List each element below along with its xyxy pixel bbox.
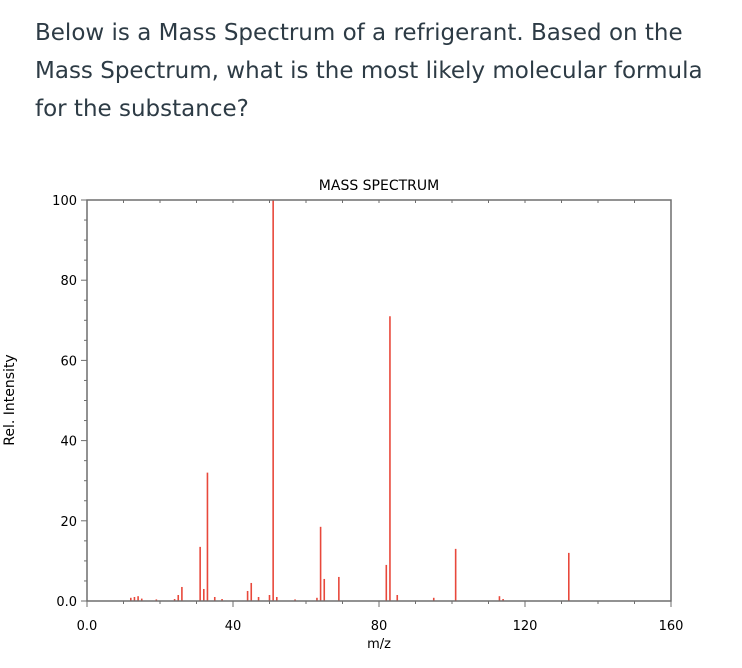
x-tick-label: 80 (371, 619, 388, 634)
chart-svg: 0.0 20 40 60 80 100 0.0 40 80 120 160 MASS SPECTRU… (2, 178, 683, 652)
y-axis-label: Rel. Intensity (2, 354, 18, 445)
x-tick-label: 160 (659, 619, 684, 634)
x-tick-label: 40 (225, 619, 242, 634)
mass-spectrum-chart: 0.0 20 40 60 80 100 0.0 40 80 120 160 MASS SPECTRU… (0, 160, 742, 668)
y-tick-label: 0.0 (56, 595, 77, 610)
y-tick-label: 20 (60, 515, 77, 530)
y-tick-label: 40 (60, 435, 77, 450)
y-tick-label: 100 (52, 194, 77, 209)
question-text: Below is a Mass Spectrum of a refrigeran… (35, 20, 703, 122)
x-tick-label: 120 (513, 619, 538, 634)
x-axis-label: m/z (367, 637, 391, 652)
ticks-layer: 0.0 20 40 60 80 100 0.0 40 80 120 160 (52, 194, 683, 634)
y-tick-label: 60 (60, 354, 77, 369)
bars-layer (130, 200, 570, 601)
x-tick-label: 0.0 (77, 619, 98, 634)
plot-frame (86, 199, 672, 602)
y-tick-label: 80 (60, 274, 77, 289)
chart-title: MASS SPECTRUM (319, 178, 439, 194)
